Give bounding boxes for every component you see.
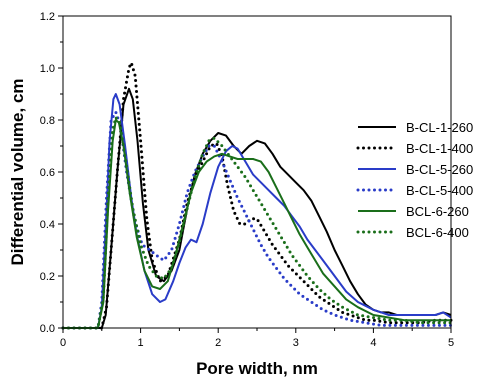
series-line-b-cl-5-400 <box>61 110 453 330</box>
y-tick-label: 0.4 <box>40 219 55 231</box>
y-tick-label: 1.2 <box>40 11 55 23</box>
y-tick-label: 1.0 <box>40 63 55 75</box>
legend-label: BCL-6-260 <box>406 204 469 219</box>
axis-ticks <box>58 15 452 333</box>
series-line-bcl-6-400 <box>61 115 453 330</box>
legend-label: B-CL-5-260 <box>406 162 473 177</box>
x-tick-label: 0 <box>60 337 66 349</box>
legend: B-CL-1-260 B-CL-1-400 B-CL-5-260 B-CL-5-400… <box>356 120 473 240</box>
plot-frame <box>62 15 452 329</box>
x-tick-label: 4 <box>370 337 376 349</box>
y-tick-label: 0.2 <box>40 271 55 283</box>
y-tick-label: 0.6 <box>40 167 55 179</box>
legend-label: B-CL-1-400 <box>406 141 473 156</box>
x-tick-label: 1 <box>138 337 144 349</box>
y-tick-label: 0.0 <box>40 323 55 335</box>
x-tick-label: 2 <box>215 337 221 349</box>
series-line-b-cl-1-400 <box>61 61 453 330</box>
y-tick-label: 0.8 <box>40 115 55 127</box>
legend-label: BCL-6-400 <box>406 225 469 240</box>
x-tick-label: 5 <box>448 337 454 349</box>
series-line-bcl-6-260 <box>63 119 451 329</box>
plot-area <box>61 61 453 330</box>
y-axis-title: Differential volume, cm <box>8 78 27 265</box>
legend-label: B-CL-1-260 <box>406 120 473 135</box>
x-axis-title: Pore width, nm <box>196 359 318 378</box>
x-tick-label: 3 <box>293 337 299 349</box>
series-line-b-cl-1-260 <box>63 87 452 329</box>
legend-label: B-CL-5-400 <box>406 183 473 198</box>
tick-labels: 0 1 2 3 4 5 0.0 0.2 0.4 0.6 0.8 1.0 1.2 <box>40 11 454 349</box>
